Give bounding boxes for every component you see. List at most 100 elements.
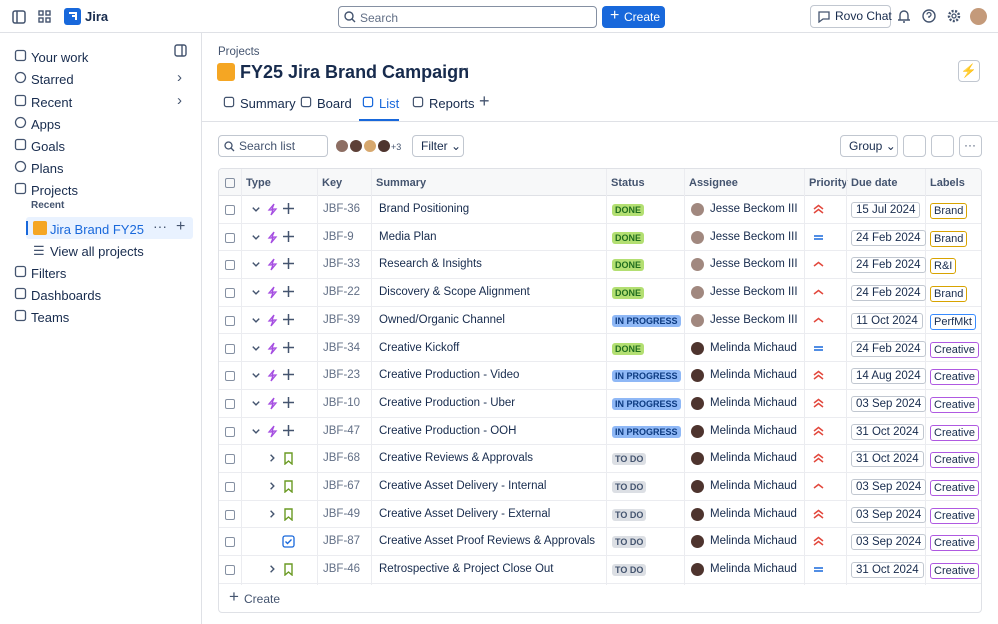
issue-key[interactable]: JBF-9 — [323, 230, 354, 243]
row-checkbox[interactable] — [225, 232, 235, 243]
issue-row[interactable]: JBF-49 Creative Asset Delivery - External… — [219, 501, 981, 529]
jira-logo[interactable] — [64, 8, 81, 25]
issue-key[interactable]: JBF-23 — [323, 369, 361, 382]
assignee-name[interactable]: Jesse Beckom III — [710, 258, 798, 271]
due-date[interactable]: 03 Sep 2024 — [851, 395, 927, 412]
issue-summary[interactable]: Research & Insights — [379, 258, 482, 271]
status-lozenge[interactable]: IN PROGRESS — [612, 370, 681, 383]
row-checkbox[interactable] — [225, 371, 235, 382]
due-date[interactable]: 31 Oct 2024 — [851, 562, 924, 579]
expand-toggle[interactable] — [250, 342, 262, 357]
expand-toggle[interactable] — [266, 452, 278, 467]
issue-row[interactable]: JBF-39 Owned/Organic Channel IN PROGRESS Je… — [219, 307, 981, 335]
assignee-name[interactable]: Melinda Michaud — [710, 480, 797, 492]
issue-summary[interactable]: Creative Production - Video — [379, 369, 520, 382]
expand-toggle[interactable] — [250, 425, 262, 440]
row-checkbox[interactable] — [225, 398, 235, 409]
expand-toggle[interactable] — [250, 286, 262, 301]
add-child[interactable] — [282, 424, 295, 440]
issue-row[interactable]: JBF-10 Creative Production - Uber IN PROGR… — [219, 390, 981, 418]
status-lozenge[interactable]: DONE — [612, 231, 645, 244]
due-date[interactable]: 03 Sep 2024 — [851, 506, 927, 523]
due-date[interactable]: 11 Oct 2024 — [851, 312, 923, 329]
status-lozenge[interactable]: TO DO — [612, 508, 647, 521]
status-lozenge[interactable]: TO DO — [612, 536, 647, 549]
row-checkbox[interactable] — [225, 537, 235, 548]
list-search[interactable]: Search list — [218, 135, 328, 157]
assignee-name[interactable]: Melinda Michaud — [710, 424, 797, 437]
search-box[interactable]: Search — [338, 6, 597, 28]
user-avatar[interactable] — [970, 8, 987, 25]
group-button[interactable]: Group ⌄ — [840, 135, 898, 157]
expand-toggle[interactable] — [250, 258, 262, 273]
due-date[interactable]: 24 Feb 2024 — [851, 340, 926, 357]
label[interactable]: Creative — [930, 563, 979, 580]
status-lozenge[interactable]: DONE — [612, 204, 645, 216]
person-avatar[interactable] — [376, 138, 392, 154]
due-date[interactable]: 14 Aug 2024 — [851, 368, 926, 385]
assignee-name[interactable]: Jesse Beckom III — [710, 286, 798, 299]
nav-item[interactable]: Dashboards — [31, 288, 102, 303]
label[interactable]: Creative — [930, 535, 979, 552]
expand-toggle[interactable] — [250, 231, 262, 246]
issue-key[interactable]: JBF-34 — [323, 341, 361, 354]
status-lozenge[interactable]: TO DO — [612, 453, 647, 466]
issue-summary[interactable]: Creative Kickoff — [379, 341, 460, 354]
issue-key[interactable]: JBF-87 — [323, 535, 361, 548]
rovo-button[interactable]: Rovo Chat — [810, 5, 892, 28]
issue-summary[interactable]: Discovery & Scope Alignment — [379, 286, 530, 299]
issue-summary[interactable]: Creative Reviews & Approvals — [379, 452, 534, 465]
issue-summary[interactable]: Creative Asset Proof Reviews & Approvals — [379, 535, 596, 548]
view-all[interactable]: View all projects — [50, 244, 144, 259]
create-plus[interactable]: + — [229, 587, 239, 606]
issue-row[interactable]: JBF-46 Retrospective & Project Close Out T… — [219, 556, 981, 584]
issue-row[interactable]: JBF-36 Brand Positioning DONE Jesse Beckom … — [219, 196, 981, 224]
issue-row[interactable]: JBF-47 Creative Production - OOH IN PROGRE… — [219, 418, 981, 446]
issue-summary[interactable]: Media Plan — [379, 230, 437, 243]
add-tab[interactable]: + — [479, 91, 490, 111]
chart-button[interactable] — [903, 135, 926, 157]
due-date[interactable]: 24 Feb 2024 — [851, 257, 926, 274]
nav-item[interactable]: Apps — [31, 117, 61, 132]
row-checkbox[interactable] — [225, 509, 235, 520]
due-date[interactable]: 31 Oct 2024 — [851, 423, 924, 440]
assignee-name[interactable]: Jesse Beckom III — [710, 313, 798, 326]
nav-chevron[interactable]: › — [177, 92, 182, 109]
more-people[interactable]: +3 — [391, 142, 402, 152]
row-checkbox[interactable] — [225, 482, 235, 492]
label[interactable]: Creative — [930, 452, 979, 469]
row-checkbox[interactable] — [225, 288, 235, 299]
due-date[interactable]: 03 Sep 2024 — [851, 479, 927, 495]
add-child[interactable] — [282, 257, 295, 273]
nav-item[interactable]: Teams — [31, 310, 70, 325]
label[interactable]: R&I — [930, 258, 957, 275]
assignee-name[interactable]: Melinda Michaud — [710, 452, 797, 465]
expand-toggle[interactable] — [266, 508, 278, 523]
issue-key[interactable]: JBF-10 — [323, 396, 361, 409]
status-lozenge[interactable]: TO DO — [612, 481, 647, 493]
label[interactable]: Brand — [930, 203, 968, 219]
expand-toggle[interactable] — [266, 480, 278, 495]
assignee-name[interactable]: Jesse Beckom III — [710, 203, 798, 215]
sidebar-toggle[interactable] — [12, 10, 26, 24]
row-checkbox[interactable] — [225, 205, 235, 215]
status-lozenge[interactable]: DONE — [612, 259, 645, 272]
add-child[interactable] — [282, 313, 295, 329]
issue-key[interactable]: JBF-33 — [323, 258, 361, 271]
status-lozenge[interactable]: IN PROGRESS — [612, 425, 681, 438]
issue-row[interactable]: JBF-87 Creative Asset Proof Reviews & App… — [219, 528, 981, 557]
row-checkbox[interactable] — [225, 454, 235, 465]
project-link[interactable]: Jira Brand FY25 — [50, 222, 144, 237]
add-child[interactable] — [282, 396, 295, 412]
create-link[interactable]: Create — [244, 592, 281, 606]
status-lozenge[interactable]: DONE — [612, 342, 645, 355]
expand-toggle[interactable] — [250, 203, 262, 218]
row-checkbox[interactable] — [225, 426, 235, 437]
issue-summary[interactable]: Brand Positioning — [379, 203, 470, 215]
settings[interactable] — [947, 9, 961, 23]
issue-summary[interactable]: Creative Asset Delivery - External — [379, 507, 551, 520]
issue-row[interactable]: JBF-68 Creative Reviews & Approvals TO DO M… — [219, 445, 981, 473]
nav-item[interactable]: Goals — [31, 139, 65, 154]
label[interactable]: Creative — [930, 341, 979, 358]
issue-key[interactable]: JBF-49 — [323, 507, 361, 520]
